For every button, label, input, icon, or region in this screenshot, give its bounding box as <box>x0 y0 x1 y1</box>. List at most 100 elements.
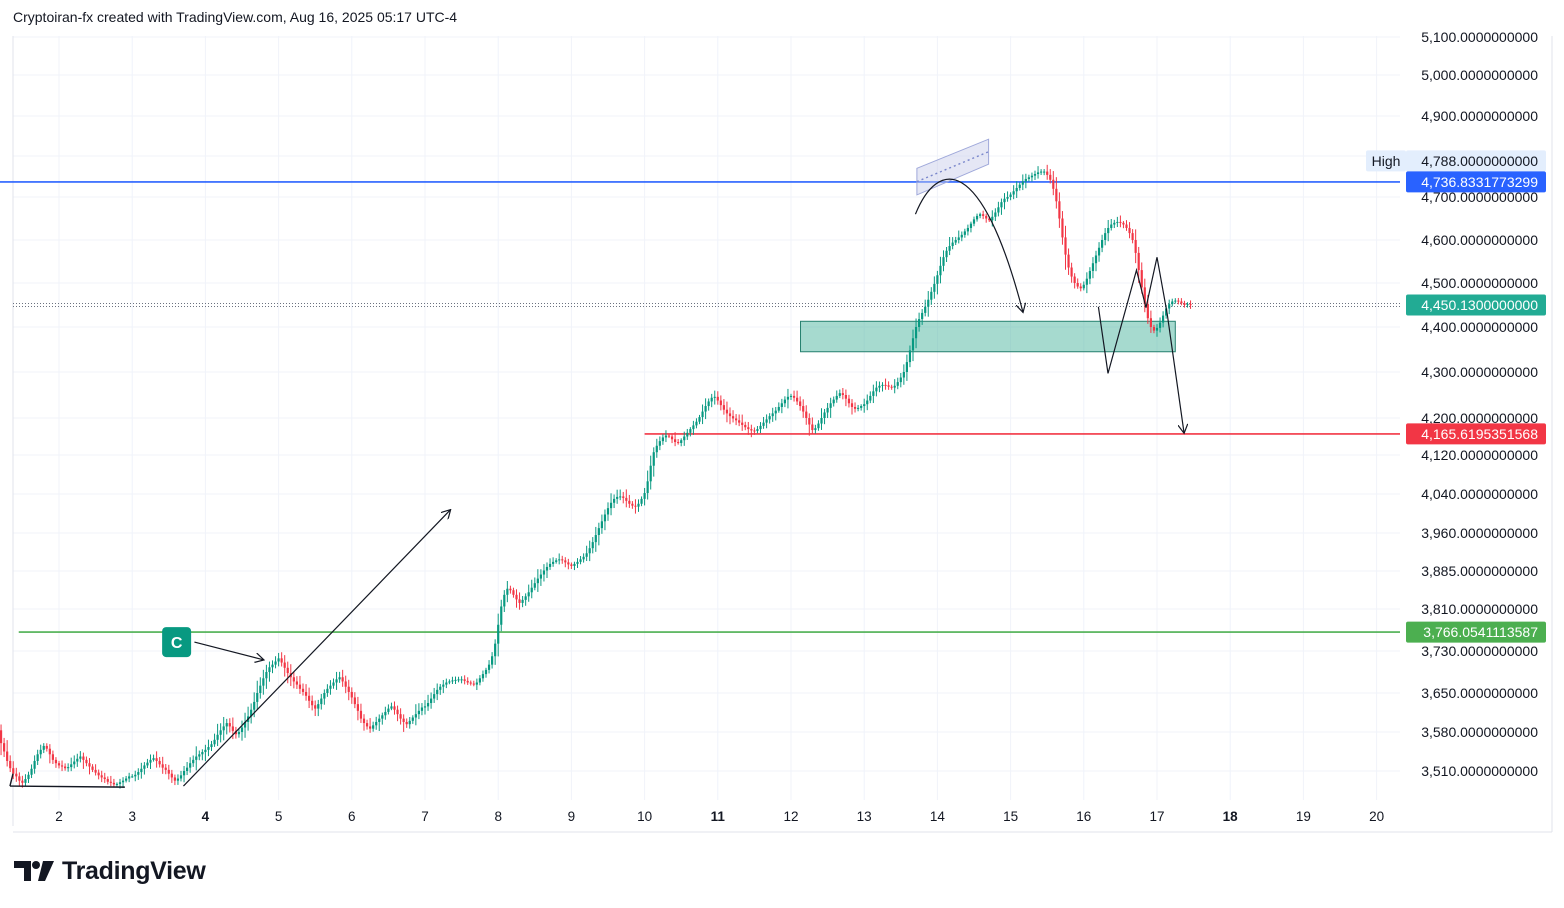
candle-body <box>1137 252 1140 271</box>
price-axis-tick-label: 4,700.0000000000 <box>1421 189 1538 205</box>
candle-body <box>106 779 109 782</box>
candle-body <box>759 425 762 430</box>
candle-body <box>1162 315 1165 323</box>
candle-body <box>408 720 411 725</box>
candle-body <box>280 658 283 663</box>
candle-body <box>475 682 478 685</box>
candle-body <box>396 709 399 715</box>
candle-body <box>884 384 887 386</box>
candle-body <box>420 707 424 711</box>
candle-body <box>966 227 970 232</box>
candle-body <box>1088 270 1092 279</box>
candle-body <box>12 768 15 774</box>
candle-body <box>838 393 841 396</box>
candle-body <box>103 777 106 780</box>
tradingview-logo-icon <box>14 861 54 881</box>
price-axis-tick-label: 4,300.0000000000 <box>1421 364 1538 380</box>
candle-body <box>1104 233 1107 240</box>
wave-c-badge <box>162 627 192 658</box>
candle-body <box>125 778 128 781</box>
time-axis-tick-label: 17 <box>1149 809 1164 824</box>
time-axis-tick-label: 3 <box>128 809 136 824</box>
candle-body <box>1067 254 1070 268</box>
candle-body <box>689 429 692 433</box>
candle-body <box>399 714 402 719</box>
candle-body <box>1177 300 1180 302</box>
price-axis[interactable]: 5,100.0000000000 5,000.0000000000 4,900.00… <box>1421 29 1538 779</box>
candle-body <box>253 701 256 710</box>
candle-body <box>1030 175 1034 178</box>
price-axis-tick-label: 4,120.0000000000 <box>1421 447 1538 463</box>
marker-pointer-arrow <box>194 641 264 660</box>
candle-body <box>857 407 860 409</box>
price-axis-tick-label: 3,510.0000000000 <box>1421 763 1538 779</box>
target-line-label-text: 4,165.6195351568 <box>1421 426 1538 442</box>
candle-body <box>442 684 445 687</box>
resistance-line-label-text: 4,736.8331773299 <box>1421 174 1538 190</box>
candle-body <box>326 688 329 693</box>
time-axis-tick-label: 9 <box>568 809 576 824</box>
candle-body <box>350 691 353 698</box>
reversal-arc-arrow <box>914 178 1023 312</box>
candle-body <box>121 780 125 783</box>
candlestick-series <box>0 164 1192 789</box>
candle-body <box>57 763 61 766</box>
candle-body <box>491 656 494 665</box>
time-axis-tick-label: 13 <box>857 809 872 824</box>
candle-body <box>1033 174 1037 176</box>
candle-body <box>631 503 634 506</box>
candle-body <box>948 246 951 251</box>
candle-body <box>1015 187 1018 192</box>
price-axis-tick-label: 3,810.0000000000 <box>1421 601 1538 617</box>
candle-body <box>512 590 515 595</box>
candle-body <box>872 391 875 396</box>
time-axis-tick-label: 5 <box>275 809 283 824</box>
candle-body <box>198 754 201 757</box>
candle-body <box>655 445 658 453</box>
candle-body <box>292 677 295 682</box>
candle-body <box>896 382 899 386</box>
candle-body <box>832 399 835 404</box>
candle-body <box>1143 287 1146 305</box>
candle-body <box>582 556 585 560</box>
target-line-label-bg <box>1406 423 1546 445</box>
candle-body <box>1000 202 1003 208</box>
candle-body <box>414 714 417 718</box>
candle-body <box>957 237 960 240</box>
candle-body <box>890 386 893 388</box>
time-axis[interactable]: 2 3 4 5 6 7 8 9 10 11 12 13 14 15 16 17 18 19 20 <box>55 809 1384 824</box>
candle-body <box>158 760 161 765</box>
demand-zone-rect <box>800 320 1176 353</box>
candle-body <box>186 767 189 771</box>
candle-body <box>893 385 896 388</box>
candle-body <box>240 727 244 732</box>
candle-body <box>1146 304 1149 319</box>
wave-c-marker[interactable]: C <box>162 627 192 658</box>
resistance-line-label-bg <box>1406 171 1546 193</box>
candle-body <box>567 562 570 565</box>
candle-body <box>369 726 372 729</box>
candle-body <box>387 708 390 712</box>
candle-body <box>597 528 600 536</box>
price-axis-tick-label: 3,650.0000000000 <box>1421 685 1538 701</box>
candle-body <box>1079 286 1082 289</box>
candle-body <box>115 783 119 785</box>
time-axis-tick-label: 12 <box>783 809 798 824</box>
candle-body <box>1058 201 1061 219</box>
candle-body <box>1174 300 1177 302</box>
candle-body <box>905 362 909 372</box>
candle-body <box>585 553 588 557</box>
candle-body <box>918 319 921 327</box>
candle-body <box>1094 255 1098 264</box>
candle-body <box>439 686 442 690</box>
candle-body <box>335 679 338 683</box>
chart-attribution: Cryptoiran-fx created with TradingView.c… <box>13 9 458 25</box>
candle-body <box>1043 171 1046 173</box>
candle-body <box>381 715 384 719</box>
candle-body <box>73 761 76 765</box>
candle-body <box>451 680 454 682</box>
candle-body <box>167 769 170 774</box>
candle-body <box>698 417 701 422</box>
candle-body <box>1024 178 1027 182</box>
